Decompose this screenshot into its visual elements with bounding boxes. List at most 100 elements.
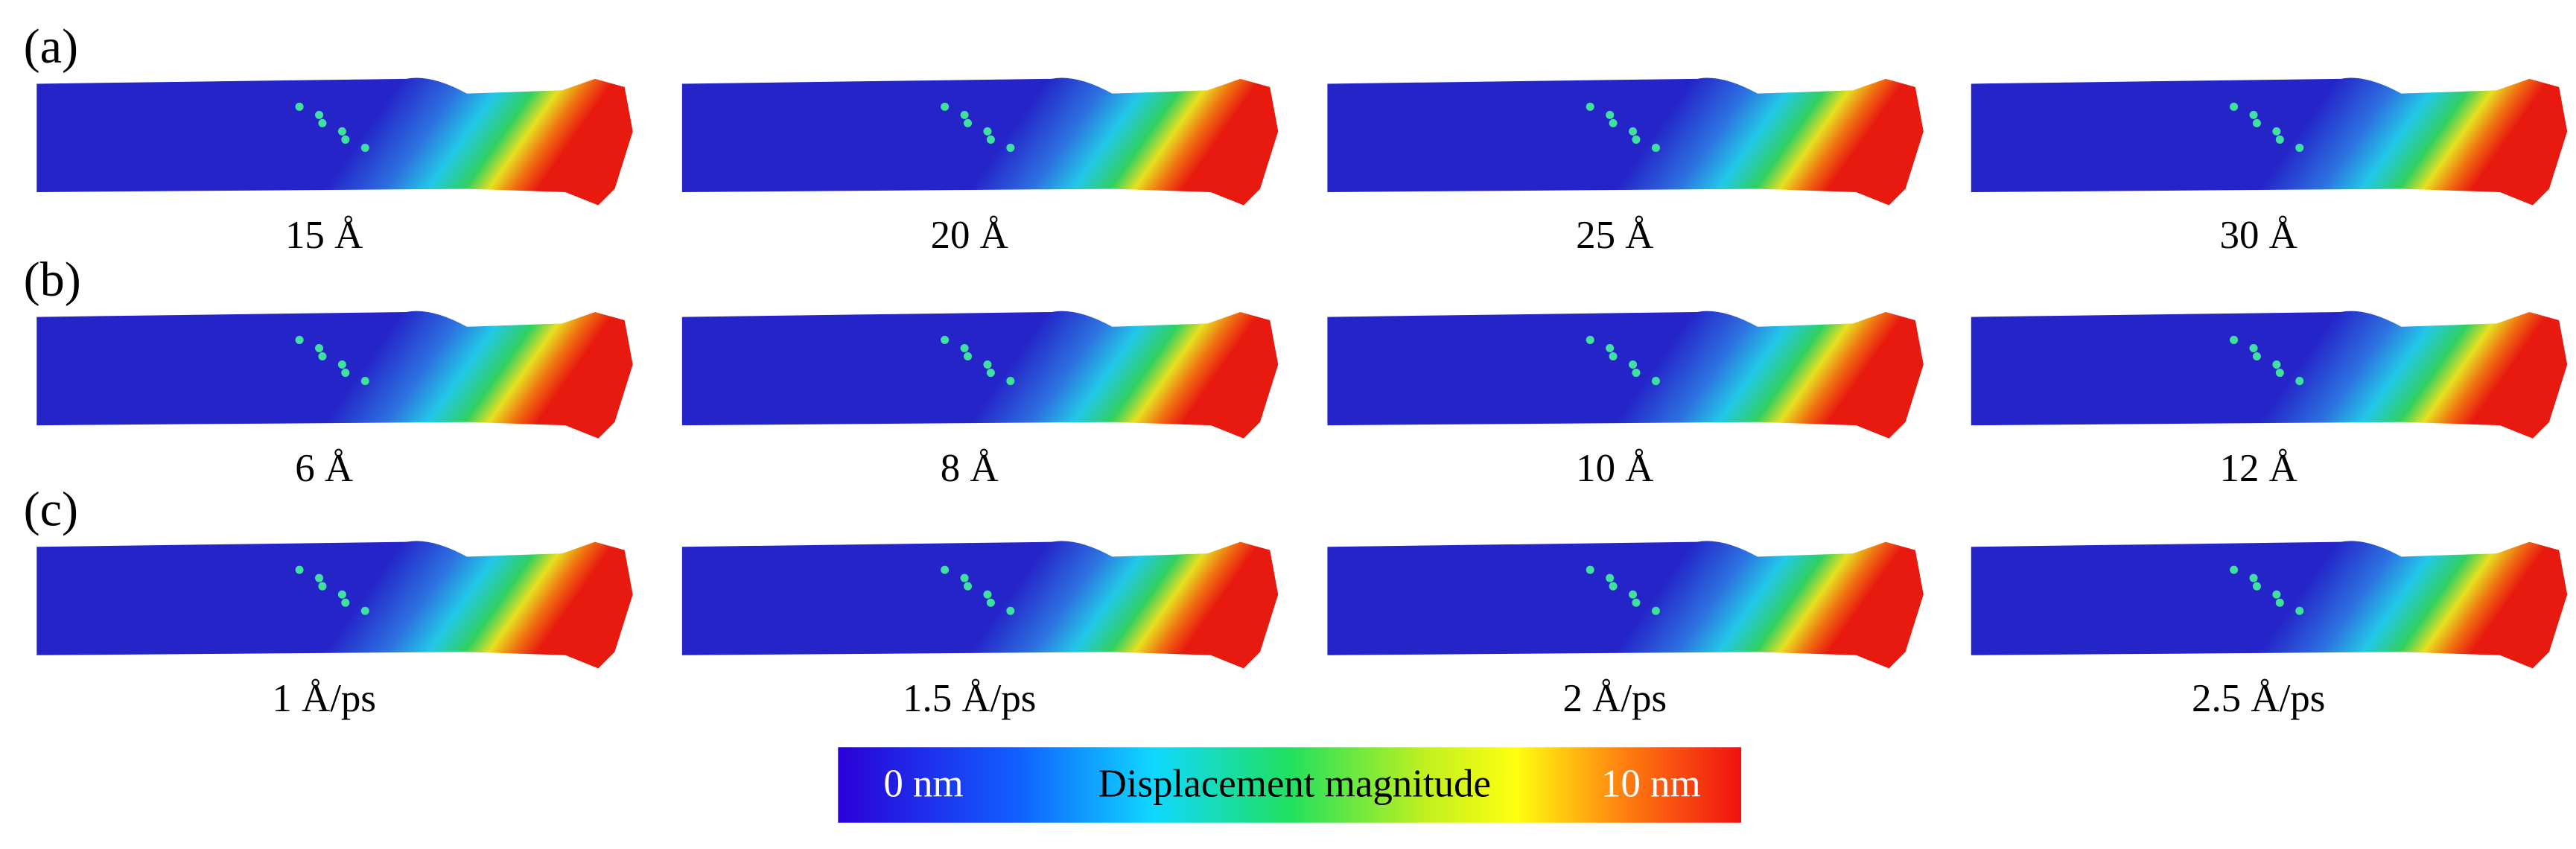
atom [1651,606,1660,615]
atom [2295,377,2304,386]
atom [986,598,995,607]
snapshot [36,541,633,669]
atom [2272,590,2281,599]
atom [941,565,950,574]
atom [960,343,969,352]
atom [1606,110,1615,119]
atom [2272,360,2281,369]
snapshot [1327,77,1924,206]
atom [2230,565,2239,574]
panel-label: (a) [24,19,78,74]
atom [1586,565,1594,574]
atom [1629,360,1638,369]
atom [295,565,304,574]
snapshot [681,311,1279,439]
atom [315,110,324,119]
atom [983,360,992,369]
atom [360,377,369,386]
snapshot [1971,311,2568,439]
atom [337,127,346,136]
atom [2249,573,2258,582]
atom [986,135,995,144]
atom [2295,143,2304,152]
snapshot [681,541,1279,669]
atom [964,118,973,127]
snapshot-caption: 25 Å [1576,214,1653,257]
atom [2252,582,2261,591]
panel-label: (b) [24,252,81,307]
snapshot [1327,541,1924,669]
snapshot-caption: 30 Å [2220,214,2297,257]
snapshot [36,311,633,439]
snapshot-caption: 20 Å [931,214,1008,257]
atom [2275,135,2284,144]
atom [1006,377,1015,386]
atom [1632,598,1641,607]
atom [337,360,346,369]
atom [1651,377,1660,386]
atom [2275,598,2284,607]
atom [341,598,350,607]
atom [360,606,369,615]
atom [2272,127,2281,136]
atom [315,573,324,582]
atom [983,127,992,136]
snapshot-caption: 12 Å [2220,447,2297,490]
atom [1609,582,1618,591]
snapshot [36,77,633,206]
atom [1609,118,1618,127]
atom [964,352,973,361]
snapshot-caption: 1.5 Å/ps [903,677,1036,720]
atom [318,352,327,361]
atom [2252,118,2261,127]
snapshot [1971,77,2568,206]
snapshot-caption: 6 Å [295,447,353,490]
atom [941,335,950,344]
atom [1632,369,1641,378]
atom [960,110,969,119]
atom [1606,573,1615,582]
atom [2230,102,2239,111]
atom [295,102,304,111]
atom [1006,143,1015,152]
atom [1606,343,1615,352]
atom [983,590,992,599]
atom [1629,590,1638,599]
atom [1586,335,1594,344]
colorbar [838,747,1742,823]
atom [2249,110,2258,119]
snapshot-caption: 1 Å/ps [272,677,376,720]
atom [1586,102,1594,111]
atom [2252,352,2261,361]
atom [964,582,973,591]
atom [360,143,369,152]
snapshot-caption: 2 Å/ps [1562,677,1667,720]
snapshot [681,77,1279,206]
atom [2230,335,2239,344]
snapshot-caption: 10 Å [1576,447,1653,490]
colorbar-min: 0 nm [883,762,963,805]
atom [986,369,995,378]
atom [1609,352,1618,361]
atom [941,102,950,111]
panel-label: (c) [24,483,78,537]
atom [2249,343,2258,352]
atom [295,335,304,344]
atom [318,118,327,127]
atom [1632,135,1641,144]
colorbar-title: Displacement magnitude [1098,762,1491,805]
atom [315,343,324,352]
atom [341,135,350,144]
atom [318,582,327,591]
colorbar-max: 10 nm [1601,762,1701,805]
snapshot [1327,311,1924,439]
atom [2275,369,2284,378]
snapshot-caption: 2.5 Å/ps [2192,677,2325,720]
atom [1629,127,1638,136]
snapshot-caption: 8 Å [941,447,999,490]
atom [341,369,350,378]
atom [1651,143,1660,152]
snapshot [1971,541,2568,669]
